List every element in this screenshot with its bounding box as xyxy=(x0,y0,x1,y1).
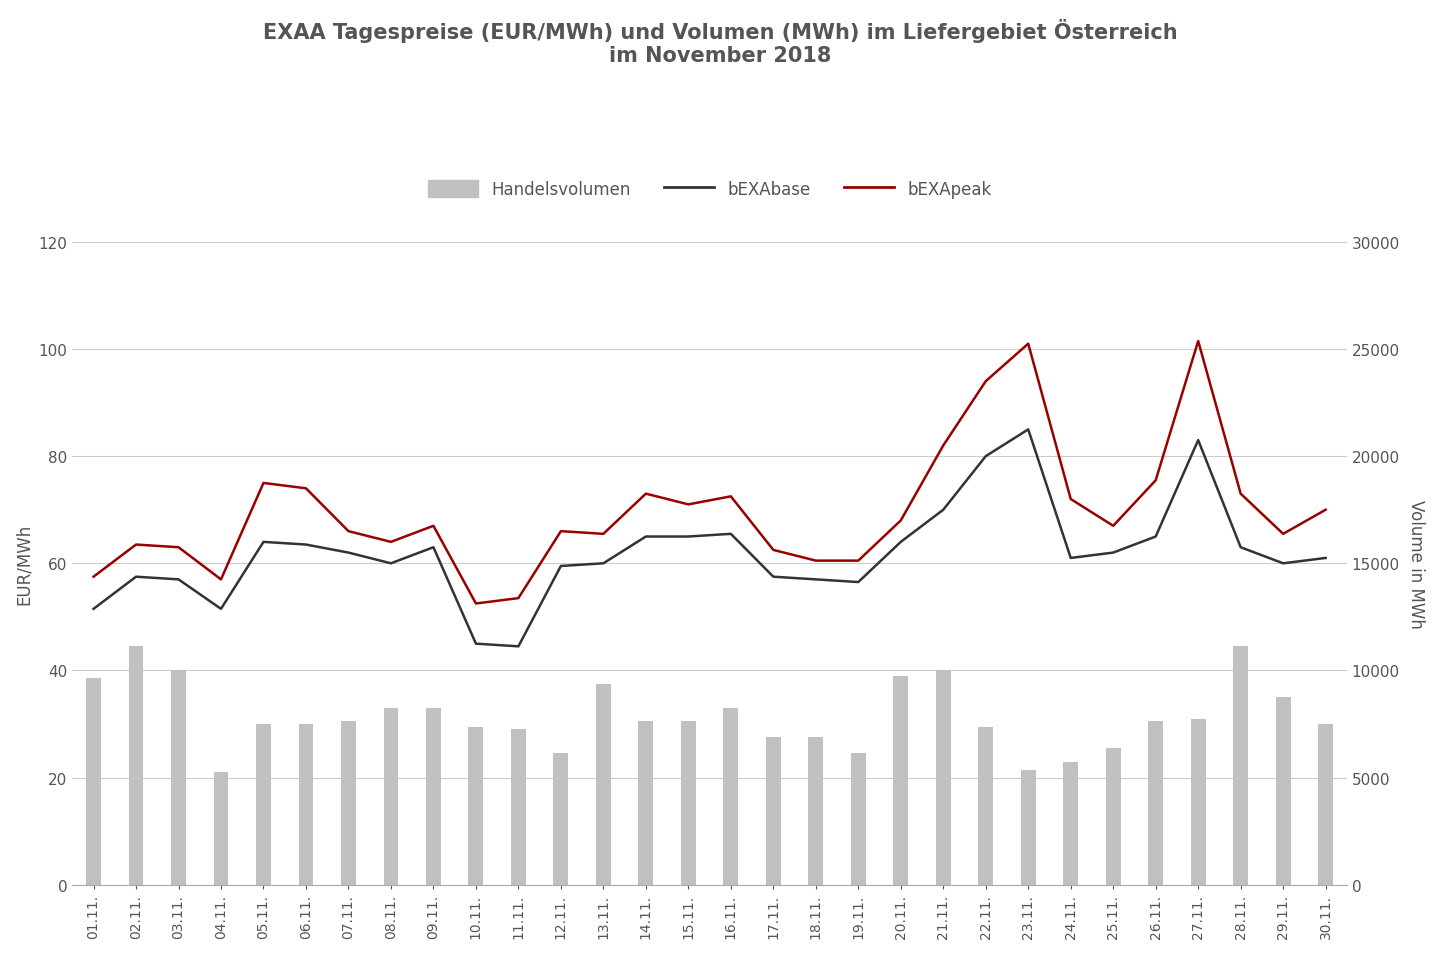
Bar xyxy=(978,727,994,884)
bEXApeak xyxy=(935,440,952,452)
bEXAbase xyxy=(1274,558,1292,570)
Bar xyxy=(723,708,739,884)
Line: bEXApeak: bEXApeak xyxy=(94,341,1326,604)
Bar xyxy=(426,708,441,884)
Bar xyxy=(213,773,229,884)
bEXApeak xyxy=(893,516,910,527)
Bar xyxy=(1191,719,1205,884)
bEXApeak xyxy=(765,544,782,556)
Bar xyxy=(298,724,314,884)
bEXAbase xyxy=(340,547,357,558)
Bar xyxy=(893,676,909,884)
Legend: Handelsvolumen, bEXAbase, bEXApeak: Handelsvolumen, bEXAbase, bEXApeak xyxy=(420,173,998,205)
Bar xyxy=(1148,721,1164,884)
bEXApeak xyxy=(723,491,740,502)
bEXAbase xyxy=(723,529,740,540)
bEXAbase xyxy=(553,560,570,572)
bEXAbase xyxy=(170,574,187,585)
Bar xyxy=(1276,698,1290,884)
bEXAbase xyxy=(680,531,697,542)
bEXApeak xyxy=(127,539,144,551)
Bar xyxy=(681,721,696,884)
bEXApeak xyxy=(553,526,570,537)
bEXAbase xyxy=(808,574,825,585)
bEXAbase xyxy=(1318,553,1335,564)
Line: bEXAbase: bEXAbase xyxy=(94,430,1326,647)
bEXAbase xyxy=(127,572,144,583)
bEXAbase xyxy=(425,542,442,554)
bEXApeak xyxy=(170,542,187,554)
bEXApeak xyxy=(1189,335,1207,347)
bEXAbase xyxy=(510,641,527,653)
bEXAbase xyxy=(850,577,867,588)
bEXAbase xyxy=(893,537,910,548)
bEXApeak xyxy=(467,598,484,610)
bEXApeak xyxy=(680,499,697,511)
Text: EXAA Tagespreise (EUR/MWh) und Volumen (MWh) im Liefergebiet Österreich
im Novem: EXAA Tagespreise (EUR/MWh) und Volumen (… xyxy=(262,19,1178,66)
Bar xyxy=(638,721,654,884)
Bar xyxy=(1021,770,1035,884)
bEXAbase xyxy=(1233,542,1250,554)
bEXAbase xyxy=(467,639,484,650)
Bar xyxy=(256,724,271,884)
bEXApeak xyxy=(978,376,995,388)
Y-axis label: EUR/MWh: EUR/MWh xyxy=(14,523,33,604)
bEXApeak xyxy=(850,556,867,567)
bEXAbase xyxy=(255,537,272,548)
bEXAbase xyxy=(1148,531,1165,542)
Bar xyxy=(766,738,780,884)
bEXApeak xyxy=(1148,475,1165,486)
bEXAbase xyxy=(595,558,612,570)
bEXAbase xyxy=(212,603,229,615)
bEXApeak xyxy=(212,574,229,585)
Bar xyxy=(171,671,186,884)
Bar xyxy=(1318,724,1333,884)
bEXApeak xyxy=(1020,338,1037,350)
Bar xyxy=(128,647,144,884)
bEXApeak xyxy=(1063,494,1080,505)
Bar xyxy=(553,754,569,884)
bEXApeak xyxy=(425,520,442,532)
Y-axis label: Volume in MWh: Volume in MWh xyxy=(1407,499,1426,628)
bEXApeak xyxy=(595,529,612,540)
bEXApeak xyxy=(1318,504,1335,516)
Bar xyxy=(936,671,950,884)
bEXAbase xyxy=(935,504,952,516)
bEXAbase xyxy=(297,539,314,551)
bEXApeak xyxy=(808,556,825,567)
bEXApeak xyxy=(1274,529,1292,540)
bEXApeak xyxy=(638,489,655,500)
bEXApeak xyxy=(1233,489,1250,500)
bEXAbase xyxy=(382,558,399,570)
bEXApeak xyxy=(340,526,357,537)
bEXAbase xyxy=(85,603,102,615)
Bar xyxy=(468,727,484,884)
Bar xyxy=(341,721,356,884)
Bar xyxy=(1233,647,1248,884)
bEXAbase xyxy=(1020,424,1037,436)
bEXApeak xyxy=(297,483,314,495)
Bar xyxy=(86,679,101,884)
bEXAbase xyxy=(765,572,782,583)
bEXApeak xyxy=(382,537,399,548)
Bar xyxy=(1106,748,1120,884)
bEXApeak xyxy=(510,593,527,604)
Bar xyxy=(851,754,865,884)
bEXApeak xyxy=(255,477,272,489)
Bar xyxy=(808,738,824,884)
bEXAbase xyxy=(1189,435,1207,446)
Bar xyxy=(1063,761,1079,884)
Bar xyxy=(596,684,611,884)
bEXApeak xyxy=(1104,520,1122,532)
bEXAbase xyxy=(638,531,655,542)
bEXAbase xyxy=(1104,547,1122,558)
Bar xyxy=(383,708,399,884)
bEXApeak xyxy=(85,572,102,583)
bEXAbase xyxy=(1063,553,1080,564)
bEXAbase xyxy=(978,451,995,462)
Bar xyxy=(511,730,526,884)
